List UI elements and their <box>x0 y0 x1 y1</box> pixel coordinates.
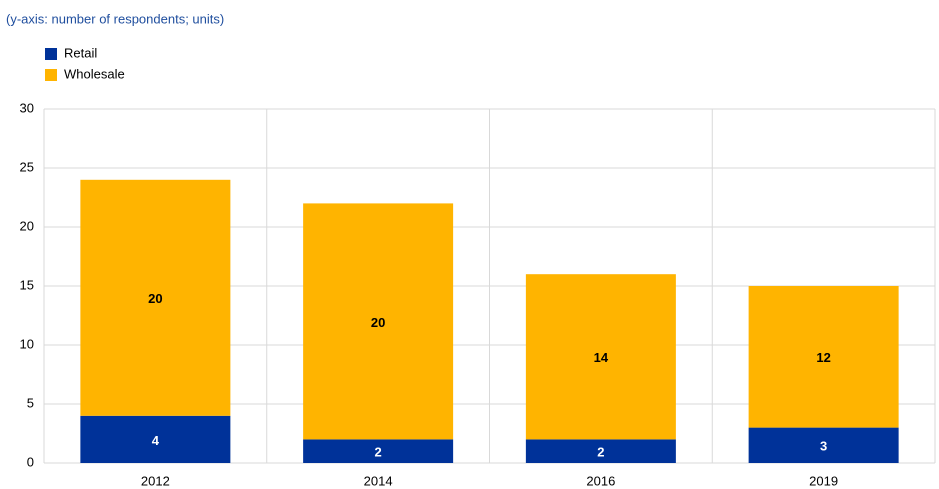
x-tick-label: 2012 <box>141 473 170 488</box>
bar-segment <box>748 286 899 428</box>
data-label: 20 <box>148 291 162 306</box>
y-tick-label: 25 <box>20 159 34 174</box>
data-label: 3 <box>820 439 827 454</box>
bar-segment <box>748 427 899 463</box>
data-label: 2 <box>597 445 604 460</box>
x-tick-label: 2016 <box>586 473 615 488</box>
y-tick-label: 30 <box>20 100 34 115</box>
legend-label: Wholesale <box>64 66 125 81</box>
y-tick-label: 5 <box>27 395 34 410</box>
x-tick-label: 2019 <box>809 473 838 488</box>
legend-swatch <box>45 48 57 60</box>
data-label: 4 <box>152 433 160 448</box>
data-label: 20 <box>371 315 385 330</box>
bar-segment <box>303 439 454 463</box>
y-tick-label: 15 <box>20 277 34 292</box>
data-label: 2 <box>375 445 382 460</box>
x-tick-label: 2014 <box>364 473 393 488</box>
data-label: 14 <box>594 350 609 365</box>
bar-segment <box>80 179 231 416</box>
legend-label: Retail <box>64 45 97 60</box>
data-label: 12 <box>816 350 830 365</box>
bar-segment <box>525 274 676 440</box>
bar-segment <box>525 439 676 463</box>
legend-swatch <box>45 69 57 81</box>
y-tick-label: 10 <box>20 336 34 351</box>
y-tick-label: 20 <box>20 218 34 233</box>
bar-segment <box>80 415 231 463</box>
y-tick-label: 0 <box>27 454 34 469</box>
chart-subtitle: (y-axis: number of respondents; units) <box>6 11 224 26</box>
bar-segment <box>303 203 454 440</box>
